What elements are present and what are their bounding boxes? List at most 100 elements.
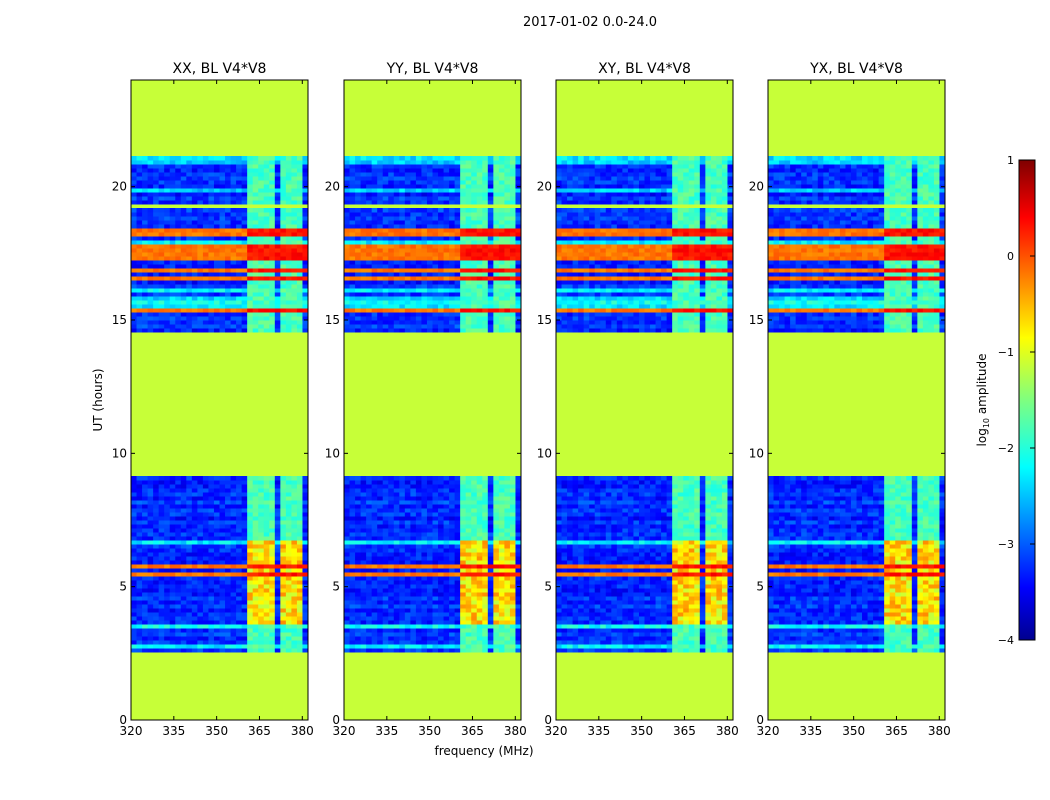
heatmap-cell [136,496,143,501]
heatmap-cell [471,312,478,317]
heatmap-cell [471,328,478,333]
heatmap-cell [252,224,259,229]
heatmap-cell [449,564,456,569]
heatmap-cell [388,556,395,561]
heatmap-cell [241,528,248,533]
heatmap-cell [219,164,226,169]
heatmap-cell [509,324,517,329]
heatmap-cell [236,548,243,553]
heatmap-cell [258,592,265,597]
heatmap-cell [493,500,500,505]
heatmap-cell [197,252,204,257]
heatmap-cell [269,544,276,549]
heatmap-cell [443,576,450,581]
heatmap-cell [153,196,160,201]
heatmap-cell [274,624,281,629]
heatmap-cell [302,644,308,649]
heatmap-cell [471,272,478,277]
heatmap-cell [460,552,467,557]
heatmap-cell [504,308,511,313]
heatmap-cell [487,248,494,253]
heatmap-cell [476,584,483,589]
heatmap-cell [164,604,171,609]
heatmap-cell [252,596,259,601]
heatmap-cell [252,316,259,321]
heatmap-cell [169,280,176,285]
heatmap-cell [360,256,367,261]
heatmap-cell [180,608,187,613]
heatmap-cell [487,524,494,529]
heatmap-cell [296,484,304,489]
heatmap-cell [443,300,450,305]
heatmap-cell [213,588,221,593]
heatmap-cell [142,280,149,285]
heatmap-cell [186,284,193,289]
heatmap-cell [197,272,204,277]
heatmap-cell [169,328,176,333]
heatmap-cell [219,168,226,173]
heatmap-cell [454,280,461,285]
heatmap-cell [404,280,411,285]
heatmap-cell [504,244,511,249]
heatmap-cell [476,520,483,525]
heatmap-cell [191,500,198,505]
heatmap-cell [186,552,193,557]
heatmap-cell [388,580,395,585]
heatmap-cell [404,328,411,333]
heatmap-cell [202,540,210,545]
heatmap-cell [186,620,193,625]
heatmap-cell [498,540,506,545]
heatmap-cell [219,240,226,245]
heatmap-cell [438,476,445,481]
heatmap-cell [377,516,384,521]
heatmap-cell [269,516,276,521]
heatmap-cell [131,640,138,645]
heatmap-cell [285,480,293,485]
heatmap-cell [164,160,171,165]
heatmap-cell [180,496,187,501]
heatmap-cell [258,508,265,513]
heatmap-cell [291,200,298,205]
heatmap-cell [291,488,298,493]
heatmap-cell [443,532,450,537]
heatmap-cell [131,276,138,281]
heatmap-cell [131,244,138,249]
heatmap-cell [410,480,417,485]
heatmap-cell [454,268,461,273]
heatmap-cell [388,628,395,633]
heatmap-cell [421,296,428,301]
heatmap-cell [252,228,259,233]
heatmap-cell [263,300,270,305]
heatmap-cell [438,600,445,605]
heatmap-cell [377,508,384,513]
heatmap-cell [476,624,483,629]
heatmap-cell [509,516,517,521]
heatmap-cell [509,548,517,553]
heatmap-cell [186,608,193,613]
heatmap-cell [487,520,494,525]
heatmap-cell [515,260,521,265]
heatmap-cell [197,184,204,189]
heatmap-cell [393,260,400,265]
heatmap-cell [247,604,254,609]
heatmap-cell [393,600,400,605]
heatmap-cell [147,180,154,185]
heatmap-cell [263,640,270,645]
heatmap-cell [147,216,154,221]
heatmap-cell [388,644,395,649]
heatmap-cell [349,476,356,481]
heatmap-cell [175,512,182,517]
heatmap-cell [191,588,198,593]
heatmap-cell [509,284,517,289]
heatmap-cell [136,520,143,525]
heatmap-cell [213,300,221,305]
heatmap-cell [349,560,356,565]
heatmap-cell [443,244,450,249]
heatmap-cell [296,592,304,597]
heatmap-cell [410,260,417,265]
heatmap-cell [393,580,400,585]
heatmap-cell [230,520,237,525]
heatmap-cell [415,644,423,649]
heatmap-cell [230,284,237,289]
